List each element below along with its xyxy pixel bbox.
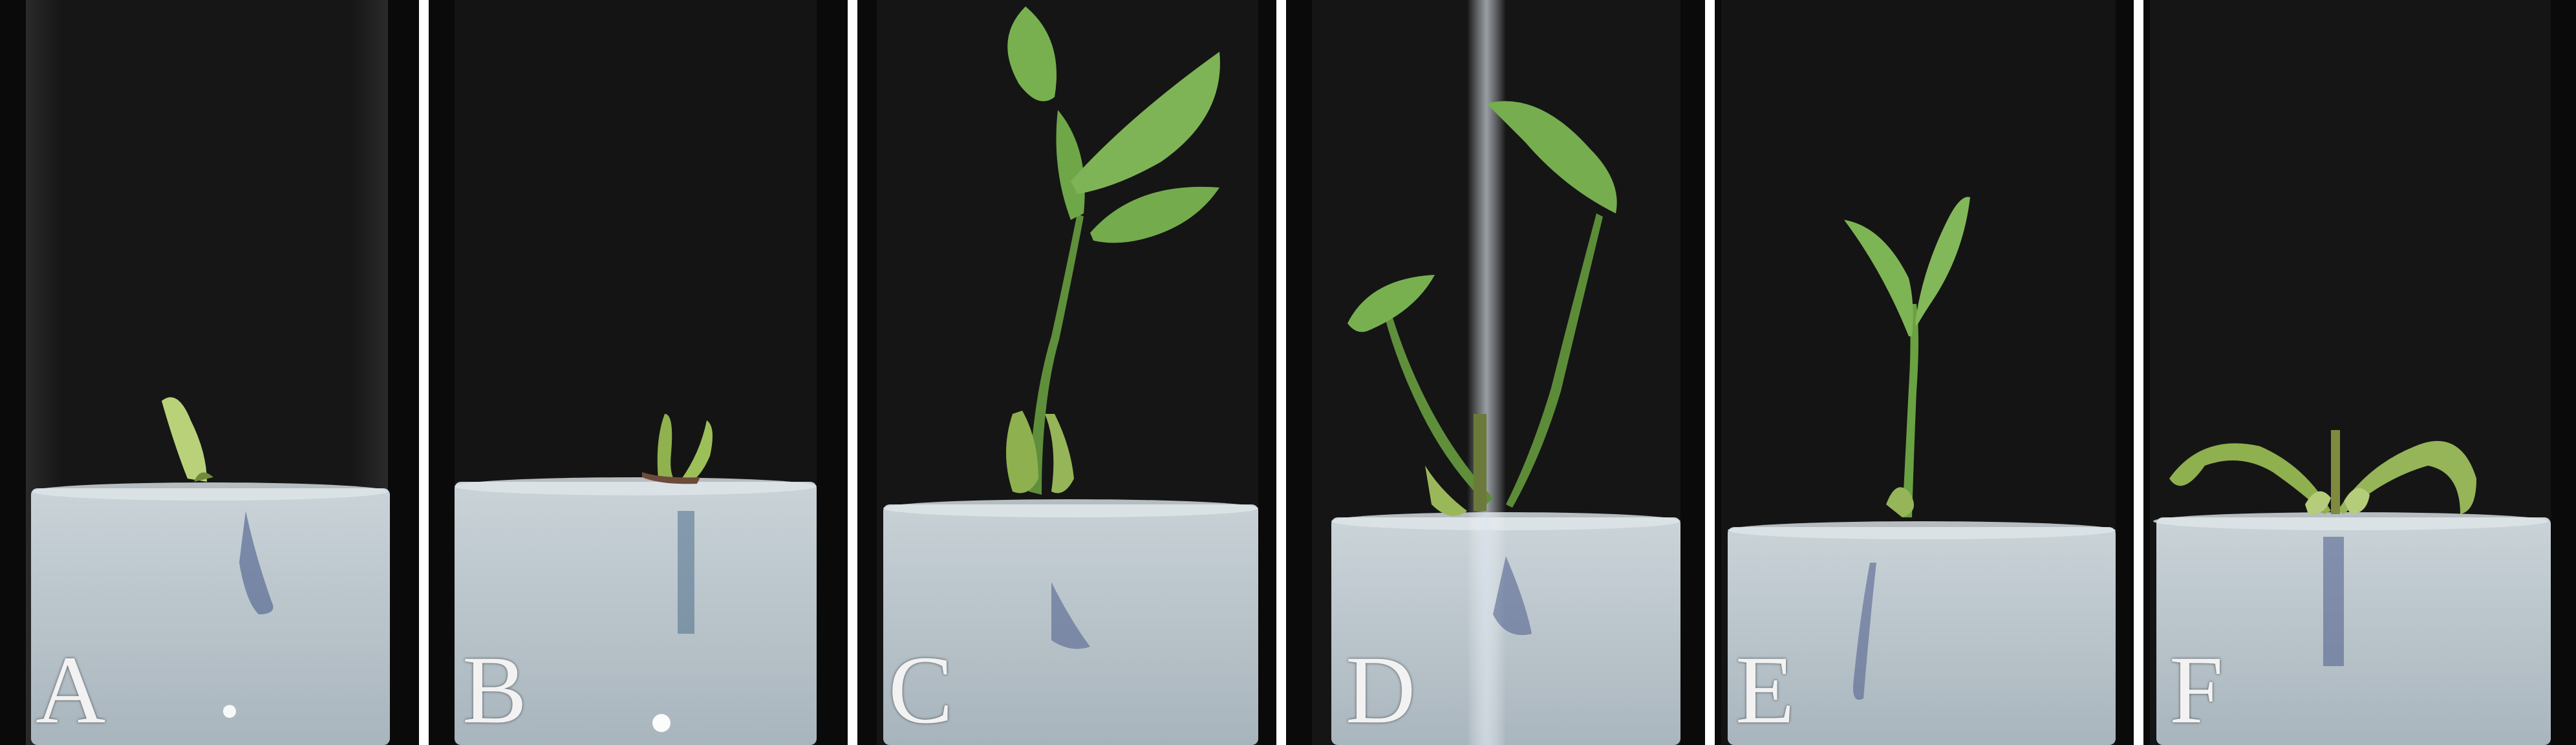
panel-c: C: [857, 0, 1276, 745]
panel-label-c: C: [888, 636, 954, 744]
test-tube-photo-e: [1721, 0, 2116, 745]
panel-d: D: [1286, 0, 1705, 745]
panel-b: B: [429, 0, 848, 745]
panel-f: F: [2143, 0, 2576, 745]
panel-label-b: B: [462, 636, 528, 744]
panel-label-f: F: [2169, 636, 2224, 744]
panel-e: E: [1715, 0, 2134, 745]
test-tube-photo-b: [455, 0, 817, 745]
test-tube-photo-c: [877, 0, 1258, 745]
test-tube-photo-d: [1312, 0, 1680, 745]
panel-a: A: [0, 0, 419, 745]
panel-label-d: D: [1346, 636, 1416, 744]
test-tube-photo-f: [2150, 0, 2551, 745]
panel-label-a: A: [36, 636, 106, 744]
panel-label-e: E: [1735, 636, 1795, 744]
test-tube-photo-a: [26, 0, 390, 745]
